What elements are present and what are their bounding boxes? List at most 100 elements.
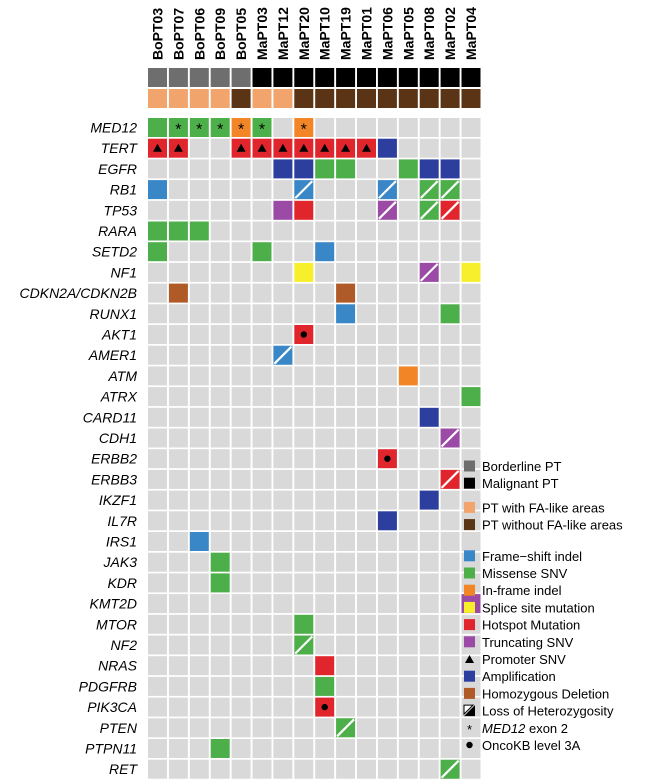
empty-cell bbox=[357, 387, 376, 407]
empty-cell bbox=[398, 594, 418, 614]
empty-cell bbox=[419, 118, 439, 137]
gene-label: NRAS bbox=[98, 658, 138, 674]
alteration-cell bbox=[273, 200, 293, 220]
empty-cell bbox=[440, 345, 460, 365]
fa-status-cell bbox=[168, 89, 188, 108]
empty-cell bbox=[419, 614, 439, 634]
loh-slash bbox=[419, 180, 439, 199]
empty-cell bbox=[419, 428, 439, 448]
sample-label-bopt06: BoPT06 bbox=[191, 8, 207, 60]
empty-cell bbox=[168, 739, 188, 758]
empty-cell bbox=[377, 614, 397, 634]
alteration-cell bbox=[461, 387, 481, 407]
empty-cell bbox=[336, 697, 356, 717]
empty-cell bbox=[189, 676, 209, 696]
grade-cell bbox=[398, 68, 418, 87]
empty-cell bbox=[252, 159, 272, 179]
empty-cell bbox=[168, 428, 188, 448]
alteration-cell bbox=[440, 159, 460, 179]
sample-label-mapt10: MaPT10 bbox=[317, 7, 333, 60]
legend-item: PT with FA-like areas bbox=[464, 500, 605, 515]
empty-cell bbox=[357, 532, 376, 551]
empty-cell bbox=[294, 697, 314, 717]
empty-cell bbox=[398, 345, 418, 365]
empty-cell bbox=[398, 511, 418, 531]
empty-cell bbox=[315, 118, 335, 137]
empty-cell bbox=[148, 407, 167, 427]
empty-cell bbox=[315, 573, 335, 593]
empty-cell bbox=[294, 242, 314, 262]
grade-cell bbox=[377, 68, 397, 87]
empty-cell bbox=[315, 283, 335, 303]
sample-label-mapt01: MaPT01 bbox=[359, 7, 375, 60]
empty-cell bbox=[377, 676, 397, 696]
empty-cell bbox=[377, 635, 397, 655]
empty-cell bbox=[377, 366, 397, 386]
gene-label: PIK3CA bbox=[87, 699, 137, 715]
empty-cell bbox=[189, 635, 209, 655]
empty-cell bbox=[168, 490, 188, 510]
empty-cell bbox=[440, 676, 460, 696]
empty-cell bbox=[336, 221, 356, 241]
empty-cell bbox=[231, 739, 251, 758]
sample-label-mapt06: MaPT06 bbox=[379, 7, 395, 60]
empty-cell bbox=[273, 573, 293, 593]
legend-triangle-icon bbox=[465, 655, 474, 663]
empty-cell bbox=[189, 469, 209, 489]
legend-item: Promoter SNV bbox=[465, 652, 566, 667]
gene-label: PTEN bbox=[100, 720, 138, 736]
empty-cell bbox=[398, 490, 418, 510]
empty-cell bbox=[189, 656, 209, 676]
empty-cell bbox=[377, 739, 397, 758]
empty-cell bbox=[398, 449, 418, 469]
empty-cell bbox=[315, 262, 335, 282]
empty-cell bbox=[336, 200, 356, 220]
legend-swatch bbox=[464, 601, 475, 613]
empty-cell bbox=[357, 718, 376, 738]
empty-cell bbox=[377, 759, 397, 779]
legend-swatch bbox=[464, 636, 475, 648]
empty-cell bbox=[189, 552, 209, 572]
gene-label: IL7R bbox=[107, 513, 137, 529]
empty-cell bbox=[210, 759, 230, 779]
empty-cell bbox=[461, 304, 481, 324]
empty-cell bbox=[210, 366, 230, 386]
empty-cell bbox=[336, 469, 356, 489]
empty-cell bbox=[189, 180, 209, 200]
alteration-cell bbox=[461, 262, 481, 282]
gene-label: ATRX bbox=[100, 389, 138, 405]
empty-cell bbox=[398, 676, 418, 696]
empty-cell bbox=[168, 407, 188, 427]
empty-cell bbox=[210, 221, 230, 241]
empty-cell bbox=[440, 552, 460, 572]
empty-cell bbox=[168, 635, 188, 655]
alteration-cell bbox=[210, 118, 230, 137]
oncokb-3a-mark bbox=[384, 455, 391, 462]
loh-slash bbox=[378, 180, 397, 199]
empty-cell bbox=[148, 697, 167, 717]
legend-swatch bbox=[464, 567, 475, 579]
fa-status-cell bbox=[189, 89, 209, 108]
oncokb-3a-mark bbox=[300, 331, 307, 338]
empty-cell bbox=[419, 656, 439, 676]
empty-cell bbox=[315, 221, 335, 241]
gene-label: MED12 bbox=[90, 120, 137, 136]
legend-label: Truncating SNV bbox=[482, 635, 574, 650]
legend-swatch bbox=[464, 670, 475, 682]
empty-cell bbox=[210, 594, 230, 614]
empty-cell bbox=[273, 366, 293, 386]
sample-label-bopt09: BoPT09 bbox=[212, 8, 228, 60]
alteration-cell bbox=[336, 159, 356, 179]
empty-cell bbox=[273, 614, 293, 634]
gene-label: EGFR bbox=[98, 161, 137, 177]
alteration-cell bbox=[315, 676, 335, 696]
legend-label: Missense SNV bbox=[482, 566, 568, 581]
empty-cell bbox=[252, 718, 272, 738]
empty-cell bbox=[231, 635, 251, 655]
empty-cell bbox=[210, 262, 230, 282]
alteration-cell bbox=[440, 304, 460, 324]
empty-cell bbox=[273, 676, 293, 696]
empty-cell bbox=[440, 718, 460, 738]
empty-cell bbox=[419, 304, 439, 324]
